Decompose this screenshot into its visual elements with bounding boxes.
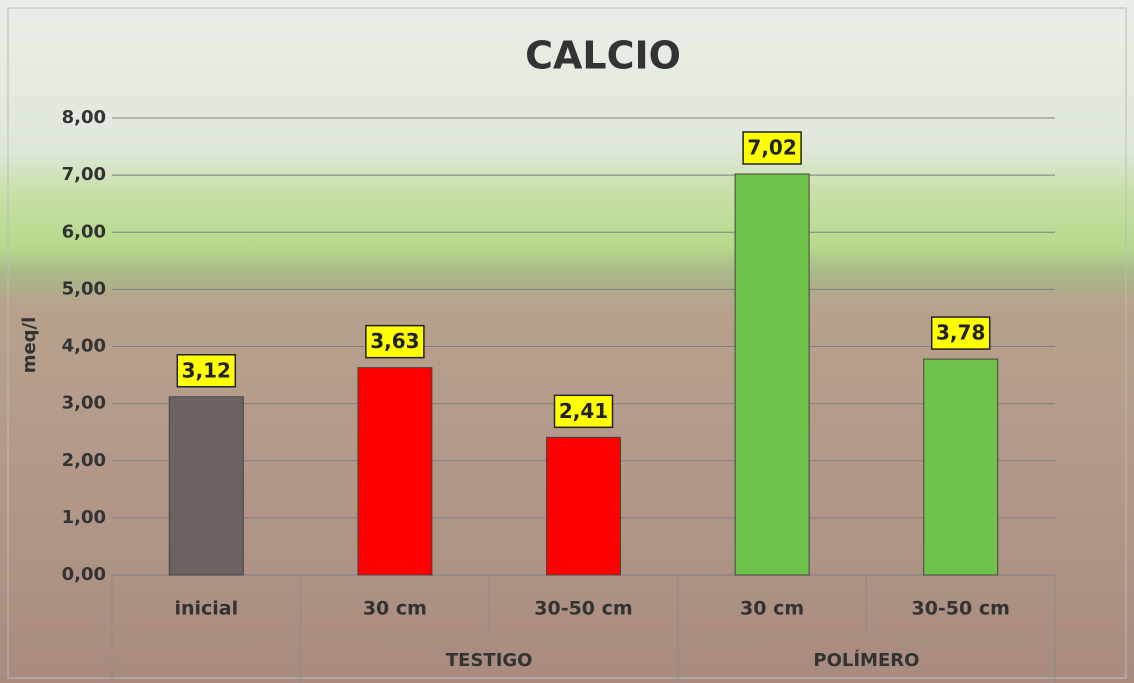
y-tick-label: 6,00: [62, 221, 106, 242]
chart-title: CALCIO: [525, 34, 681, 78]
y-axis-label: meq/l: [19, 317, 40, 374]
bar: [735, 174, 809, 575]
y-tick-label: 8,00: [62, 107, 106, 128]
y-tick-label: 4,00: [62, 336, 106, 357]
y-tick-label: 0,00: [62, 564, 106, 585]
x-tick-label: 30-50 cm: [911, 598, 1009, 620]
x-tick-label: 30 cm: [363, 598, 427, 620]
bar: [169, 397, 243, 575]
value-label: 3,63: [370, 329, 419, 353]
y-tick-label: 1,00: [62, 507, 106, 528]
group-label: POLÍMERO: [813, 649, 919, 671]
x-tick-label: 30-50 cm: [534, 598, 632, 620]
y-tick-label: 7,00: [62, 164, 106, 185]
bar: [924, 359, 998, 575]
x-tick-label: inicial: [174, 598, 238, 620]
value-label: 2,41: [559, 399, 608, 423]
x-tick-label: 30 cm: [740, 598, 804, 620]
chart-container: CALCIO meq/l 0,00 1,00 2,00 3,00 4,00 5,00 6,0…: [0, 0, 1134, 683]
chart: CALCIO meq/l 0,00 1,00 2,00 3,00 4,00 5,00 6,0…: [0, 0, 1134, 683]
value-label: 7,02: [747, 135, 796, 159]
bar: [547, 437, 621, 575]
y-tick-label: 5,00: [62, 278, 106, 299]
y-tick-label: 2,00: [62, 450, 106, 471]
y-tick-label: 3,00: [62, 393, 106, 414]
bar: [358, 368, 432, 575]
value-label: 3,12: [182, 358, 231, 382]
group-label: TESTIGO: [446, 650, 533, 671]
value-label: 3,78: [936, 321, 985, 345]
